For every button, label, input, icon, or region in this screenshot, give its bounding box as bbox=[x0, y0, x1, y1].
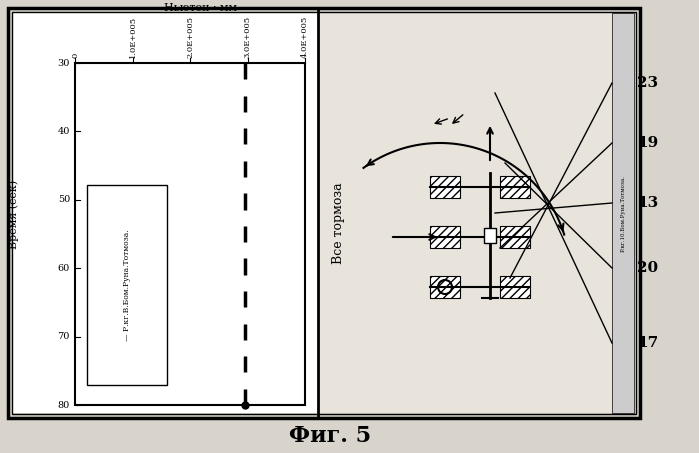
Text: Ньютон · мм: Ньютон · мм bbox=[164, 3, 236, 13]
Bar bbox=[75, 63, 305, 405]
Text: Фиг. 5: Фиг. 5 bbox=[289, 425, 371, 447]
Text: — Р.кг.В.Бом.Руна.Тотмоза.: — Р.кг.В.Бом.Руна.Тотмоза. bbox=[123, 229, 131, 341]
Text: Р.кг.10.Бом.Руна.Тотмоза.: Р.кг.10.Бом.Руна.Тотмоза. bbox=[621, 174, 626, 251]
Bar bbox=[612, 13, 634, 413]
Text: 70: 70 bbox=[57, 332, 70, 341]
Bar bbox=[500, 226, 530, 248]
Text: 80: 80 bbox=[58, 400, 70, 410]
Text: 13: 13 bbox=[637, 196, 658, 210]
Text: 2.0E+005: 2.0E+005 bbox=[186, 16, 194, 58]
Bar bbox=[484, 228, 496, 243]
Text: 30: 30 bbox=[57, 58, 70, 67]
Text: 19: 19 bbox=[637, 136, 658, 150]
Text: Все тормоза: Все тормоза bbox=[332, 182, 345, 264]
Bar bbox=[430, 276, 460, 298]
Bar bbox=[12, 12, 636, 414]
Bar bbox=[430, 176, 460, 198]
Bar bbox=[500, 276, 530, 298]
Text: 4.0E+005: 4.0E+005 bbox=[301, 16, 309, 58]
Text: Время (сек): Время (сек) bbox=[8, 179, 20, 249]
Bar bbox=[318, 13, 636, 413]
Bar bbox=[13, 13, 318, 413]
Text: 17: 17 bbox=[637, 336, 658, 350]
Text: 1.0E+005: 1.0E+005 bbox=[129, 16, 136, 58]
Bar bbox=[430, 226, 460, 248]
Text: 40: 40 bbox=[57, 127, 70, 136]
Bar bbox=[500, 176, 530, 198]
Text: 20: 20 bbox=[637, 261, 658, 275]
Text: 0: 0 bbox=[71, 53, 79, 58]
Text: 3.0E+005: 3.0E+005 bbox=[243, 16, 252, 58]
Text: 50: 50 bbox=[58, 195, 70, 204]
Text: 23: 23 bbox=[637, 76, 658, 90]
Bar bbox=[87, 185, 167, 385]
Text: 60: 60 bbox=[58, 264, 70, 273]
